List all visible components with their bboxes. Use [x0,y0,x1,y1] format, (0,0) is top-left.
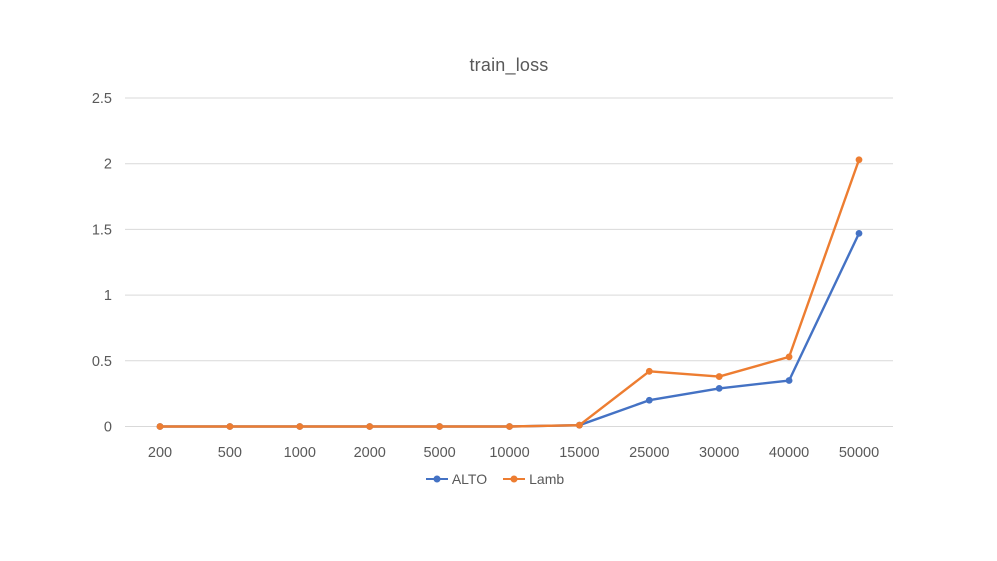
legend-label-lamb: Lamb [529,471,565,487]
legend-swatch-lamb [503,475,526,484]
legend-item-lamb: Lamb [503,471,564,487]
data-point-lamb [855,156,863,164]
x-tick-label: 1000 [284,445,316,461]
legend-swatch-alto [425,475,448,484]
x-tick-label: 50000 [839,445,879,461]
data-point-lamb [785,353,793,361]
legend-item-alto: ALTO [425,471,488,487]
data-point-alto [785,377,793,384]
data-point-lamb [366,423,374,430]
data-point-alto [855,229,863,237]
y-tick-label: 2 [104,157,112,173]
data-point-lamb [506,423,513,430]
y-tick-label: 0 [104,420,112,436]
series-line-lamb [160,159,861,428]
data-point-lamb [645,367,653,375]
series-line-alto [160,232,861,428]
x-tick-label: 40000 [769,445,809,461]
data-point-lamb [296,423,304,430]
data-point-alto [645,396,653,404]
y-tick-label: 1.5 [92,222,112,238]
data-point-lamb [226,423,234,430]
data-point-alto [715,384,723,392]
legend: ALTO Lamb [0,471,990,487]
y-tick-label: 2.5 [92,91,112,107]
x-tick-label: 15000 [559,445,599,461]
data-point-lamb [436,423,443,430]
x-tick-label: 500 [218,445,242,461]
x-tick-label: 10000 [489,445,529,461]
x-tick-label: 2000 [354,445,386,461]
x-tick-label: 25000 [629,445,669,461]
x-tick-label: 200 [148,445,172,461]
data-point-lamb [156,423,164,430]
y-tick-label: 0.5 [92,354,112,370]
x-tick-label: 30000 [699,445,739,461]
x-tick-label: 5000 [423,445,455,461]
y-tick-label: 1 [104,288,112,304]
data-point-lamb [715,373,723,380]
chart-title: train_loss [469,55,549,75]
legend-label-alto: ALTO [451,471,488,487]
data-point-lamb [576,421,583,429]
